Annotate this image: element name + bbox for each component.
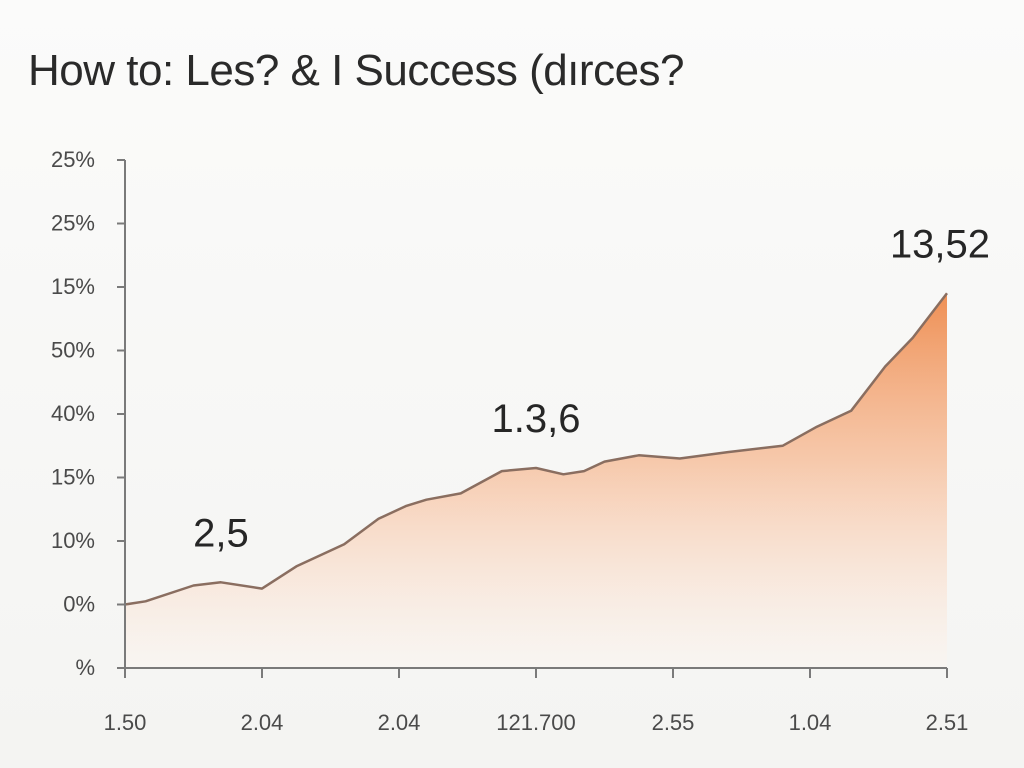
chart-title: How to: Les? & I Success (dırces? [28, 46, 685, 95]
x-tick-label: 2.04 [241, 710, 284, 735]
series-line [124, 292, 948, 606]
y-tick-label: 0% [63, 592, 95, 617]
data-label: 2,5 [193, 511, 249, 555]
y-tick-label: 25% [51, 147, 95, 172]
x-tick-label: 1.04 [789, 710, 832, 735]
y-tick-label: 10% [51, 528, 95, 553]
data-annotations: 2,5 1.3,6 13,52 [193, 222, 990, 555]
x-tick-label: 1.50 [104, 710, 147, 735]
x-tick-label: 2.55 [652, 710, 695, 735]
y-tick-label: 40% [51, 401, 95, 426]
data-label: 1.3,6 [492, 397, 581, 441]
y-tick-label: 25% [51, 211, 95, 236]
y-tick-label: 15% [51, 465, 95, 490]
x-tick-label: 121.700 [496, 710, 576, 735]
x-tick-label: 2.04 [378, 710, 421, 735]
data-label: 13,52 [890, 222, 990, 266]
y-tick-label: 50% [51, 338, 95, 363]
y-tick-label: % [75, 655, 95, 680]
area-fill [125, 293, 947, 668]
x-tick-label: 2.51 [926, 710, 969, 735]
x-axis-ticks: 1.50 2.04 2.04 121.700 2.55 1.04 2.51 [104, 668, 969, 735]
y-axis-ticks: % 0% 10% 15% 40% 50% 15% 25% 25% [51, 147, 125, 680]
y-tick-label: 15% [51, 274, 95, 299]
plot-area [124, 292, 948, 668]
